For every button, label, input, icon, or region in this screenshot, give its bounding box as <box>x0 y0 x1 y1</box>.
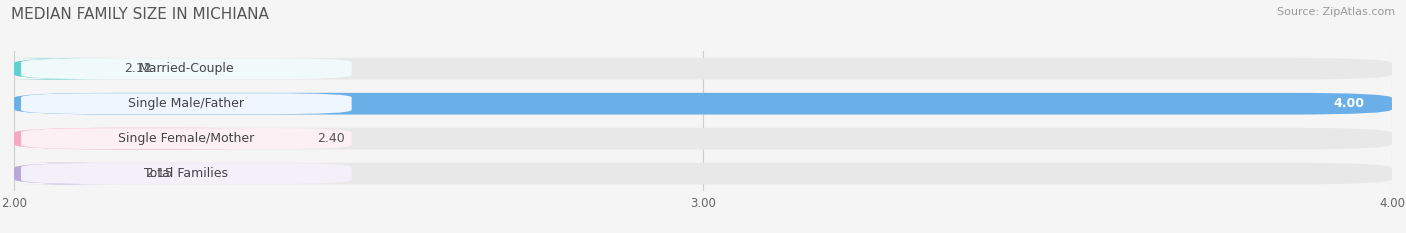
FancyBboxPatch shape <box>21 58 351 79</box>
Text: Source: ZipAtlas.com: Source: ZipAtlas.com <box>1277 7 1395 17</box>
Text: Single Male/Father: Single Male/Father <box>128 97 245 110</box>
Text: 2.12: 2.12 <box>124 62 152 75</box>
FancyBboxPatch shape <box>21 128 351 149</box>
Text: 2.15: 2.15 <box>145 167 173 180</box>
Text: 2.40: 2.40 <box>318 132 344 145</box>
Text: Total Families: Total Families <box>145 167 228 180</box>
FancyBboxPatch shape <box>14 163 1392 185</box>
FancyBboxPatch shape <box>14 93 1392 115</box>
FancyBboxPatch shape <box>21 163 351 184</box>
Text: MEDIAN FAMILY SIZE IN MICHIANA: MEDIAN FAMILY SIZE IN MICHIANA <box>11 7 269 22</box>
FancyBboxPatch shape <box>14 93 1392 115</box>
FancyBboxPatch shape <box>14 58 1392 80</box>
FancyBboxPatch shape <box>14 128 290 150</box>
Text: Married-Couple: Married-Couple <box>138 62 235 75</box>
FancyBboxPatch shape <box>14 128 1392 150</box>
FancyBboxPatch shape <box>21 93 351 114</box>
Text: Single Female/Mother: Single Female/Mother <box>118 132 254 145</box>
Text: 4.00: 4.00 <box>1333 97 1364 110</box>
FancyBboxPatch shape <box>14 163 117 185</box>
FancyBboxPatch shape <box>0 58 117 80</box>
